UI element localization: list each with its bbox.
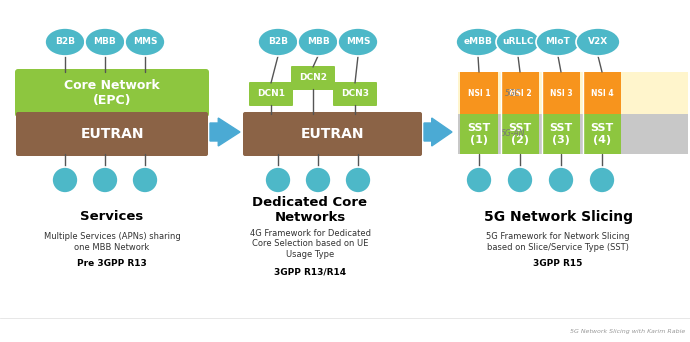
Ellipse shape — [85, 28, 125, 56]
Polygon shape — [210, 118, 240, 146]
Text: Multiple Services (APNs) sharing
one MBB Network: Multiple Services (APNs) sharing one MBB… — [43, 232, 180, 252]
Text: SST
(4): SST (4) — [591, 123, 613, 145]
Circle shape — [507, 167, 533, 193]
Bar — [583, 72, 621, 114]
Ellipse shape — [125, 28, 165, 56]
Circle shape — [548, 167, 574, 193]
Text: 5G-AN: 5G-AN — [501, 130, 525, 139]
FancyBboxPatch shape — [15, 69, 209, 117]
Text: V2X: V2X — [588, 38, 608, 47]
Text: 5G Network Slicing: 5G Network Slicing — [484, 210, 633, 224]
Bar — [583, 114, 621, 154]
Circle shape — [132, 167, 158, 193]
Text: MBB: MBB — [94, 38, 117, 47]
Circle shape — [466, 167, 492, 193]
FancyBboxPatch shape — [243, 112, 422, 156]
Ellipse shape — [536, 28, 580, 56]
Text: DCN1: DCN1 — [257, 90, 285, 98]
FancyBboxPatch shape — [16, 112, 208, 156]
Bar — [458, 72, 688, 114]
Bar — [542, 114, 580, 154]
Polygon shape — [424, 118, 452, 146]
Ellipse shape — [456, 28, 500, 56]
Text: 3GPP R15: 3GPP R15 — [533, 260, 582, 268]
Text: SST
(2): SST (2) — [509, 123, 531, 145]
Text: 5G Framework for Network Slicing
based on Slice/Service Type (SST): 5G Framework for Network Slicing based o… — [486, 232, 630, 252]
Text: eMBB: eMBB — [464, 38, 493, 47]
Bar — [542, 72, 580, 114]
Ellipse shape — [338, 28, 378, 56]
Circle shape — [345, 167, 371, 193]
Ellipse shape — [298, 28, 338, 56]
Bar — [460, 114, 498, 154]
Bar — [460, 72, 498, 114]
Text: 3GPP R13/R14: 3GPP R13/R14 — [274, 267, 346, 276]
Text: 5G Network Slicing with Karim Rabie: 5G Network Slicing with Karim Rabie — [570, 329, 685, 334]
FancyBboxPatch shape — [291, 66, 335, 90]
Text: Pre 3GPP R13: Pre 3GPP R13 — [77, 260, 147, 268]
Text: SST
(1): SST (1) — [467, 123, 491, 145]
Text: Core Network
(EPC): Core Network (EPC) — [64, 79, 160, 107]
Text: DCN2: DCN2 — [299, 74, 327, 82]
Text: B2B: B2B — [55, 38, 75, 47]
Text: B2B: B2B — [268, 38, 288, 47]
Text: NSI 1: NSI 1 — [468, 89, 491, 97]
Text: MMS: MMS — [346, 38, 371, 47]
Bar — [458, 114, 688, 154]
Circle shape — [52, 167, 78, 193]
Ellipse shape — [576, 28, 620, 56]
FancyBboxPatch shape — [249, 82, 293, 106]
Text: Services: Services — [80, 210, 144, 224]
Ellipse shape — [496, 28, 540, 56]
Circle shape — [589, 167, 615, 193]
Text: DCN3: DCN3 — [341, 90, 369, 98]
Text: MBB: MBB — [306, 38, 329, 47]
Text: NSI 2: NSI 2 — [509, 89, 531, 97]
Ellipse shape — [45, 28, 85, 56]
Circle shape — [305, 167, 331, 193]
Text: NSI 4: NSI 4 — [591, 89, 613, 97]
Ellipse shape — [258, 28, 298, 56]
Circle shape — [92, 167, 118, 193]
Bar — [501, 114, 539, 154]
Text: 5GC: 5GC — [505, 89, 521, 97]
Text: MIoT: MIoT — [546, 38, 571, 47]
Text: Dedicated Core
Networks: Dedicated Core Networks — [253, 196, 368, 224]
Text: NSI 3: NSI 3 — [550, 89, 572, 97]
Circle shape — [265, 167, 291, 193]
FancyBboxPatch shape — [333, 82, 377, 106]
Text: SST
(3): SST (3) — [549, 123, 573, 145]
Text: MMS: MMS — [132, 38, 157, 47]
Text: EUTRAN: EUTRAN — [301, 127, 364, 141]
Text: 4G Framework for Dedicated
Core Selection based on UE
Usage Type: 4G Framework for Dedicated Core Selectio… — [250, 229, 371, 259]
Text: EUTRAN: EUTRAN — [80, 127, 144, 141]
Bar — [501, 72, 539, 114]
Text: uRLLC: uRLLC — [502, 38, 534, 47]
